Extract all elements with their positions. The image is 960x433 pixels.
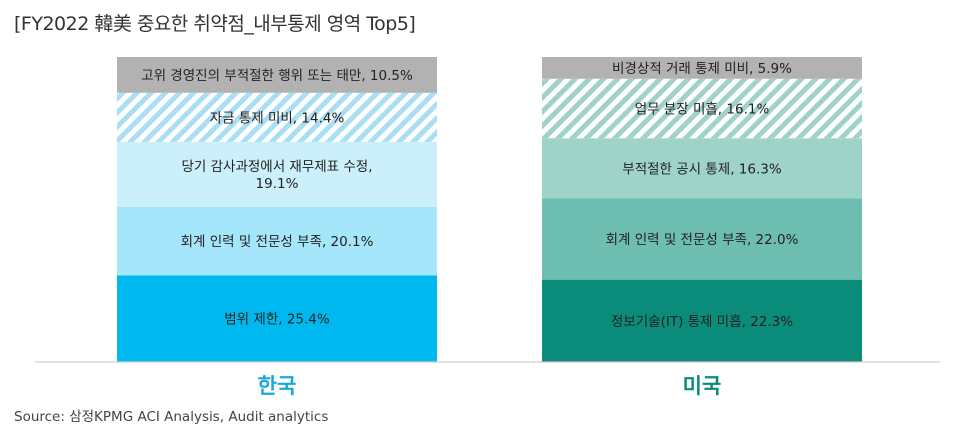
segment-label: 고위 경영진의 부적절한 행위 또는 태만, 10.5% [141, 68, 413, 84]
segment-label: 자금 통제 미비, 14.4% [210, 110, 345, 126]
bar-segment [542, 198, 862, 280]
bar-segment [117, 275, 437, 362]
chart-title: [FY2022 韓美 중요한 취약점_내부통제 영역 Top5] [14, 13, 416, 35]
segment-label: 부적절한 공시 통제, 16.3% [622, 161, 782, 177]
segment-label: 비경상적 거래 통제 미비, 5.9% [612, 61, 792, 77]
bar-segment [117, 57, 437, 93]
bar-segment [542, 57, 862, 79]
segment-label: 업무 분장 미흡, 16.1% [635, 102, 770, 118]
segment-label: 범위 제한, 25.4% [224, 312, 330, 328]
segment-label: 회계 인력 및 전문성 부족, 20.1% [181, 234, 374, 250]
bar-segment [542, 279, 862, 362]
bar-segment [117, 92, 437, 142]
segment-label: 정보기술(IT) 통제 미흡, 22.3% [611, 314, 793, 330]
source-note: Source: 삼정KPMG ACI Analysis, Audit analy… [14, 409, 329, 425]
segment-label: 회계 인력 및 전문성 부족, 22.0% [606, 232, 799, 248]
category-label: 미국 [683, 374, 722, 398]
bar-segment [542, 78, 862, 139]
bar-segment [117, 206, 437, 276]
category-label: 한국 [258, 374, 297, 398]
bar-segment [542, 138, 862, 199]
bar-segment [117, 141, 437, 207]
segment-label: 당기 감사과정에서 재무제표 수정, 19.1% [181, 159, 372, 192]
